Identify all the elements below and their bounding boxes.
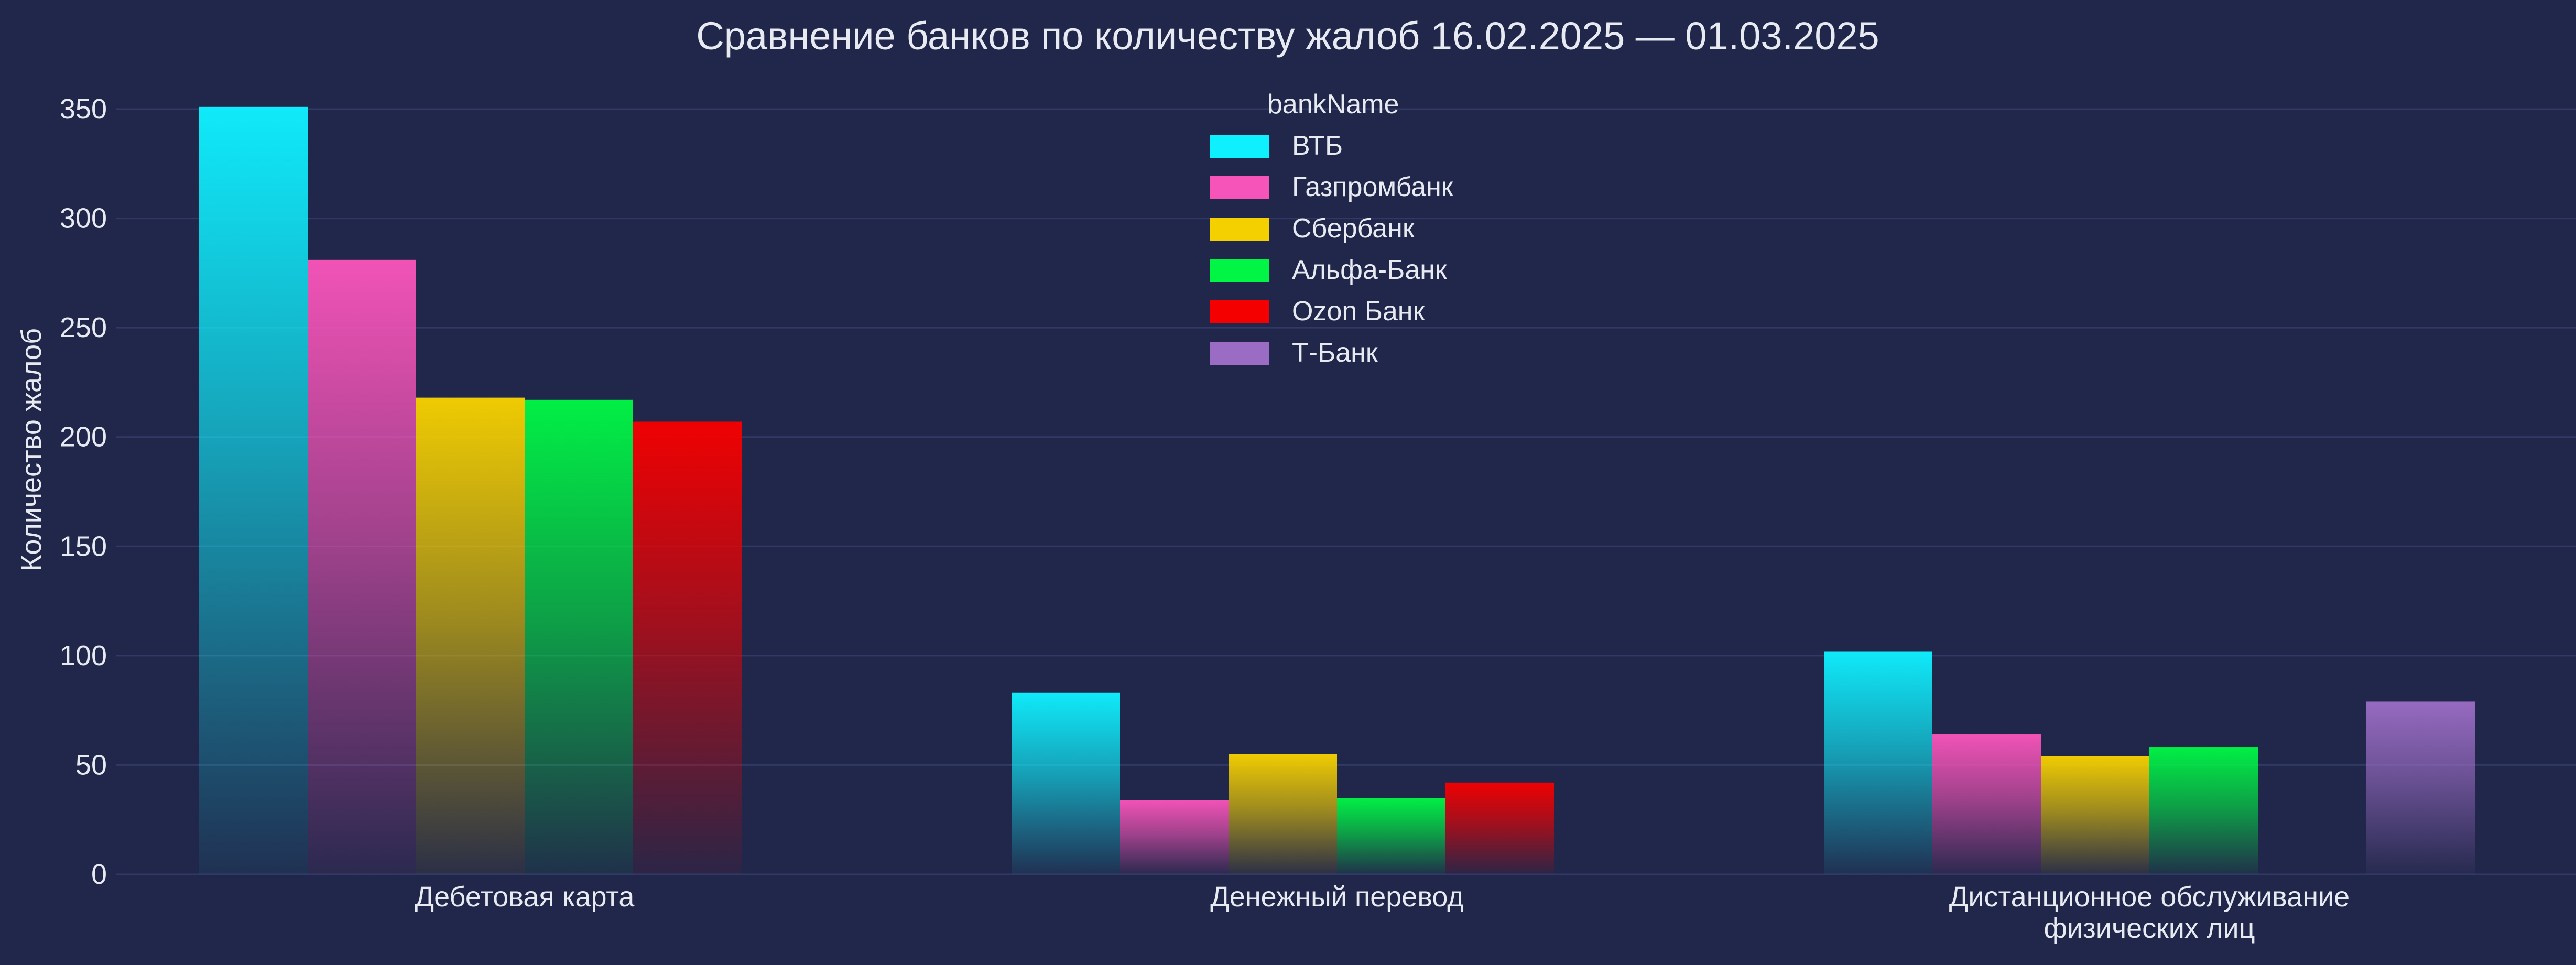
bar [2149,747,2258,874]
y-tick-label: 200 [60,421,107,453]
x-tick-label: Дистанционное обслуживание [1949,881,2350,913]
bar [633,421,742,874]
bar [1120,800,1229,874]
bar [1012,692,1120,874]
legend-swatch [1210,135,1269,158]
bar [525,399,633,874]
legend-label: Газпромбанк [1292,172,1453,202]
bar [1932,734,2041,874]
legend-swatch [1210,342,1269,365]
legend-label: Ozon Банк [1292,296,1425,327]
y-axis-label: Количество жалоб [16,328,47,571]
bar [199,106,308,874]
bar [1445,782,1554,874]
y-tick-label: 350 [60,93,107,125]
bar [1229,754,1337,874]
bar [308,259,416,874]
y-tick-label: 50 [75,749,107,780]
x-tick-label: Денежный перевод [1210,881,1464,913]
legend-label: ВТБ [1292,131,1343,161]
legend: bankName ВТБ Газпромбанк Сбербанк Альфа-Бан… [1210,89,1453,368]
y-axis-ticks: 0 50 100 150 200 250 300 350 [60,93,107,890]
y-tick-label: 250 [60,312,107,343]
x-tick-label: физических лиц [2044,913,2255,944]
legend-label: Альфа-Банк [1292,255,1447,285]
y-tick-label: 150 [60,530,107,562]
legend-swatch [1210,259,1269,282]
legend-title: bankName [1267,89,1399,120]
bar [416,397,525,874]
legend-swatch [1210,300,1269,323]
legend-swatch [1210,176,1269,199]
x-axis-ticks: Дебетовая карта Денежный перевод Дистанцио… [415,881,2350,944]
bars [199,106,2475,874]
x-tick-label: Дебетовая карта [415,881,635,913]
bar [2041,756,2149,874]
legend-swatch [1210,218,1269,241]
bar [1824,651,1932,874]
legend-label: Сбербанк [1292,213,1415,244]
bar [1337,798,1445,874]
chart-title: Сравнение банков по количеству жалоб 16.… [696,14,1879,58]
legend-items: ВТБ Газпромбанк Сбербанк Альфа-Банк Ozon Бан… [1210,131,1453,368]
y-tick-label: 100 [60,640,107,671]
y-tick-label: 0 [91,859,107,890]
y-tick-label: 300 [60,203,107,234]
legend-label: Т-Банк [1292,338,1378,368]
bar [2366,701,2475,874]
